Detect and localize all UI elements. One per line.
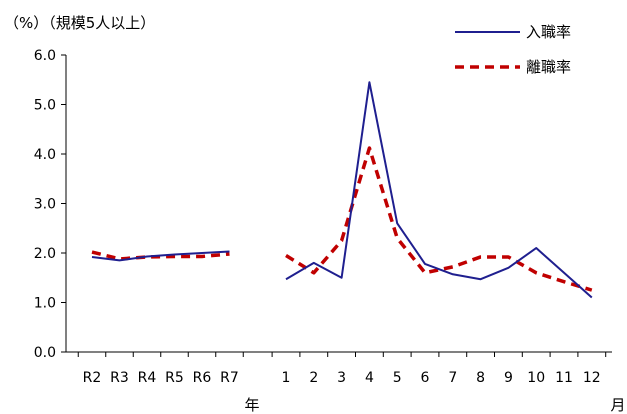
series-line-years-0: [91, 250, 230, 262]
x-axis-label-years: 年: [244, 396, 259, 414]
x-tick-label-year: R7: [220, 370, 239, 386]
y-tick-label: 6.0: [34, 48, 56, 64]
x-tick-label-month: 6: [421, 370, 430, 386]
x-tick-label-year: R4: [138, 370, 157, 386]
legend-label: 入職率: [526, 23, 571, 41]
x-tick-label-month: 8: [476, 370, 485, 386]
x-tick-label-year: R6: [193, 370, 212, 386]
x-tick-label-month: 3: [337, 370, 346, 386]
x-tick-label-year: R5: [165, 370, 184, 386]
series-line-months-0: [285, 81, 593, 299]
axes-and-ticks: 0.01.02.03.04.05.06.0R2 R3 R4 R5 R6 R7 1 2 3 4 5 6 7…: [34, 48, 612, 386]
legend-label: 離職率: [526, 58, 571, 76]
x-tick-label-year: R2: [83, 370, 102, 386]
y-tick-label: 4.0: [34, 147, 56, 163]
x-tick-label-year: R3: [110, 370, 129, 386]
x-tick-label-month: 1: [282, 370, 291, 386]
series-layer: [91, 81, 593, 299]
y-tick-label: 2.0: [34, 246, 56, 262]
series-line-years-1: [91, 250, 230, 261]
x-tick-label-month: 11: [555, 370, 573, 386]
series-line-months-1: [285, 146, 593, 292]
x-tick-label-month: 12: [583, 370, 601, 386]
y-tick-label: 5.0: [34, 98, 56, 114]
x-tick-label-month: 7: [448, 370, 457, 386]
x-tick-label-month: 2: [309, 370, 318, 386]
y-tick-label: 3.0: [34, 197, 56, 213]
y-tick-label: 1.0: [34, 296, 56, 312]
y-axis-label: （%）（規模5人以上）: [4, 14, 155, 32]
x-tick-label-month: 5: [393, 370, 402, 386]
x-tick-label-month: 4: [365, 370, 374, 386]
x-tick-label-month: 9: [504, 370, 513, 386]
x-tick-label-month: 10: [527, 370, 545, 386]
y-tick-label: 0.0: [34, 345, 56, 361]
x-axis-label-months: 月: [610, 396, 625, 414]
